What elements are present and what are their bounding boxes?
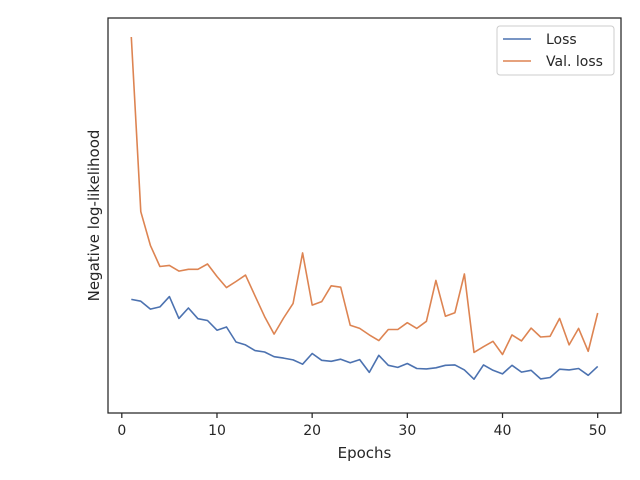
x-axis-ticks: 0 10 20 30 40 50 [117,413,607,439]
x-tick-label: 0 [117,423,126,439]
x-tick-label: 20 [303,423,321,439]
x-axis-label: Epochs [338,444,392,462]
y-axis-label: Negative log-likelihood [85,130,103,302]
legend-label-val-loss: Val. loss [546,54,603,70]
plot-frame [107,17,622,414]
plot-lines [130,36,599,381]
x-tick-label: 40 [494,423,512,439]
x-tick-label: 30 [398,423,416,439]
series-line-loss [131,295,599,381]
legend-label-loss: Loss [546,32,577,48]
x-tick-label: 10 [208,423,226,439]
legend: Loss Val. loss [496,25,615,76]
series-line-val-loss [130,36,599,356]
x-tick-label: 50 [589,423,607,439]
